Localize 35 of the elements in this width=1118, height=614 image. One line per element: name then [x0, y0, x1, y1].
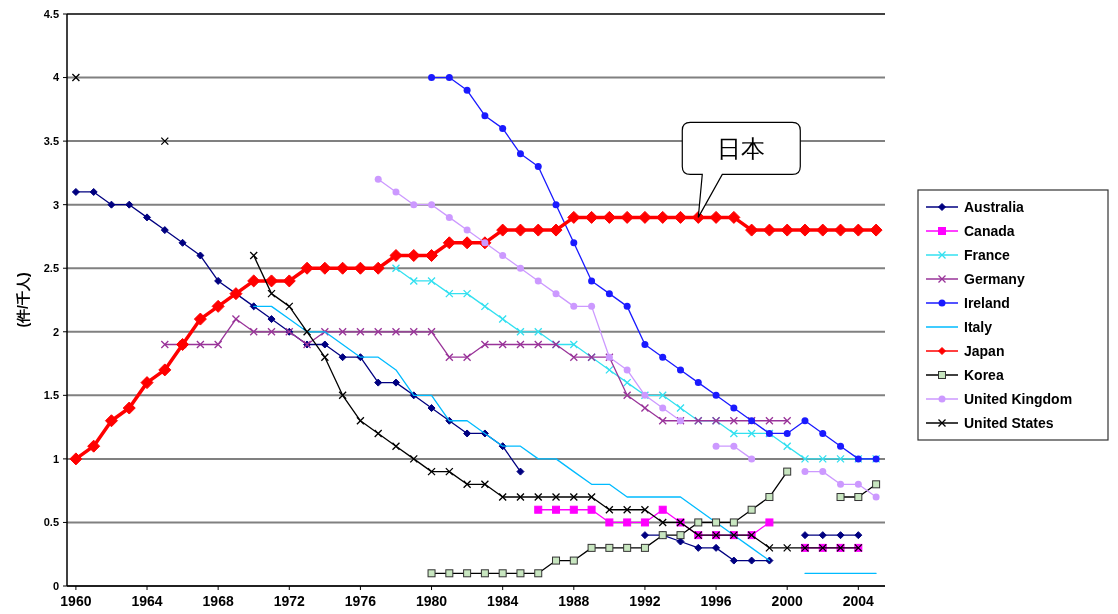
legend-label: Japan — [964, 342, 1005, 359]
y-tick-label: 4.5 — [43, 7, 59, 20]
legend-label: France — [964, 246, 1011, 263]
y-tick-label: 2.5 — [43, 262, 59, 275]
legend-label: Italy — [964, 318, 993, 335]
y-tick-label: 1 — [52, 452, 59, 465]
y-tick-label: 3.5 — [43, 134, 59, 147]
x-tick-label: 1980 — [415, 593, 448, 609]
x-tick-label: 1976 — [344, 593, 377, 609]
y-tick-label: 2 — [52, 325, 59, 338]
speech-bubble: 日本 — [681, 121, 801, 218]
annotation: 日本 — [717, 134, 766, 162]
x-tick-label: 2004 — [842, 593, 875, 609]
legend-label: Korea — [964, 366, 1004, 383]
y-tick-label: 3 — [52, 198, 59, 211]
legend-label: United States — [964, 414, 1054, 431]
x-tick-label: 1972 — [273, 593, 306, 609]
x-tick-label: 1992 — [629, 593, 661, 609]
x-tick-label: 1996 — [700, 593, 732, 609]
x-tick-label: 1984 — [487, 593, 519, 609]
legend-label: United Kingdom — [964, 390, 1073, 407]
legend-label: Germany — [964, 270, 1025, 287]
y-tick-label: 4 — [52, 71, 60, 84]
x-tick-label: 1960 — [60, 593, 92, 609]
y-tick-label: 0.5 — [43, 516, 59, 529]
legend-label: Canada — [964, 222, 1015, 239]
x-tick-label: 1964 — [131, 593, 163, 609]
y-tick-label: 1.5 — [43, 389, 59, 402]
x-tick-label: 1968 — [202, 593, 234, 609]
y-tick-label: 0 — [52, 579, 59, 592]
x-tick-label: 1988 — [558, 593, 590, 609]
x-tick-label: 2000 — [771, 593, 803, 609]
legend-label: Ireland — [964, 294, 1010, 311]
legend-label: Australia — [964, 198, 1025, 215]
y-axis-title: (件/千人) — [15, 272, 31, 328]
